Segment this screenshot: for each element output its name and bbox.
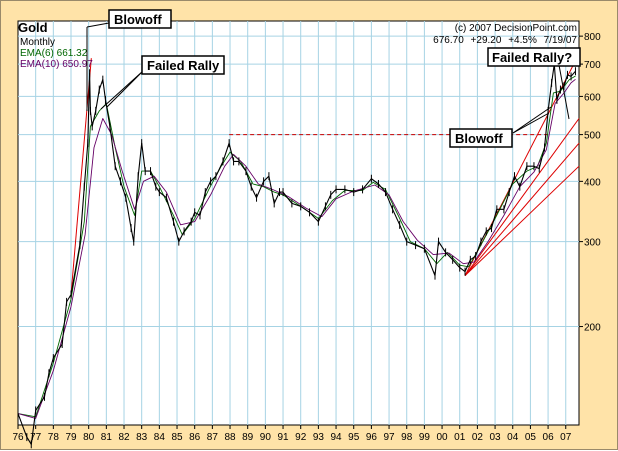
x-axis: 76 77 78 79 80 81 82 83 84 85 86 87 88 89 90 91 92 93 94 95… [12,425,572,443]
period-label: Monthly [20,37,55,48]
x-tick-label-96: 96 [366,432,378,443]
y-axis: 200 300 400 500 600 700 800 [579,32,601,334]
y-tick-label-400: 400 [584,177,601,188]
x-tick-label-78: 78 [48,432,60,443]
x-tick-label-89: 89 [242,432,254,443]
callout-failed-rally-2007-label: Failed Rally? [492,50,572,65]
callout-failed-rally-2007: Failed Rally? [487,47,581,67]
callout-failed-rally-1980: Failed Rally [141,55,225,75]
y-tick-label-600: 600 [584,92,601,103]
x-tick-label-03: 03 [490,432,502,443]
callout-blowoff-1980-label: Blowoff [114,12,162,27]
y-tick-label-500: 500 [584,131,601,142]
x-tick-label-04: 04 [507,432,519,443]
x-tick-label-77: 77 [30,432,42,443]
quote-change: +29.20 [471,35,502,46]
series-line-ema10 [17,78,576,419]
annotation-leaders [86,22,570,134]
y-tick-label-800: 800 [584,32,601,43]
x-tick-label-07: 07 [560,432,572,443]
x-tick-label-06: 06 [543,432,555,443]
x-tick-label-82: 82 [118,432,130,443]
y-tick-label-300: 300 [584,238,601,249]
x-tick-label-84: 84 [154,432,166,443]
leader-blowoff-2006-b [512,112,550,134]
leader-blowoff-1980-b [86,22,110,28]
x-tick-label-86: 86 [189,432,201,443]
trend-line-4 [464,142,580,276]
callout-blowoff-2006: Blowoff [449,128,513,148]
series-gold-price [17,60,576,449]
series-ema10 [17,78,576,419]
source-credit: (c) 2007 DecisionPoint.com [455,23,577,34]
quote-readout: 676.70 +29.20 +4.5% 7/19/07 [433,35,577,46]
quote-last: 676.70 [433,35,464,46]
x-tick-label-87: 87 [207,432,219,443]
x-tick-label-83: 83 [136,432,148,443]
x-tick-label-80: 80 [83,432,95,443]
trend-line-5 [464,165,580,277]
x-tick-label-79: 79 [65,432,77,443]
x-tick-label-99: 99 [419,432,431,443]
x-tick-label-97: 97 [383,432,395,443]
x-tick-label-01: 01 [454,432,466,443]
chart-title: Gold [18,20,48,35]
x-tick-label-00: 00 [437,432,449,443]
quote-pct: +4.5% [508,35,537,46]
x-tick-label-81: 81 [101,432,113,443]
grid-lines [18,21,579,425]
trend-line-3 [464,118,580,276]
callout-blowoff-2006-label: Blowoff [455,131,503,146]
leader-failed-rally-1980-b [106,70,144,108]
x-tick-label-94: 94 [330,432,342,443]
x-tick-label-88: 88 [224,432,236,443]
callout-blowoff-1980: Blowoff [108,9,172,29]
ema10-label: EMA(10) 650.97 [20,59,93,70]
trend-line-1 [70,58,92,295]
plot-area [17,20,580,426]
x-tick-label-91: 91 [277,432,289,443]
x-tick-label-05: 05 [525,432,537,443]
y-tick-label-700: 700 [584,60,601,71]
x-tick-label-93: 93 [313,432,325,443]
leader-failed-rally-2007 [558,64,570,120]
x-tick-label-92: 92 [295,432,307,443]
x-tick-label-95: 95 [348,432,360,443]
x-tick-label-90: 90 [260,432,272,443]
x-tick-label-02: 02 [472,432,484,443]
x-tick-label-98: 98 [401,432,413,443]
y-tick-label-200: 200 [584,323,601,334]
leader-blowoff-2006-a [512,106,552,134]
ema6-label: EMA(6) 661.32 [20,48,88,59]
series-layer [17,60,576,449]
x-tick-label-85: 85 [171,432,183,443]
quote-date: 7/19/07 [544,35,578,46]
x-tick-label-76: 76 [12,432,24,443]
callout-failed-rally-1980-label: Failed Rally [147,58,220,73]
